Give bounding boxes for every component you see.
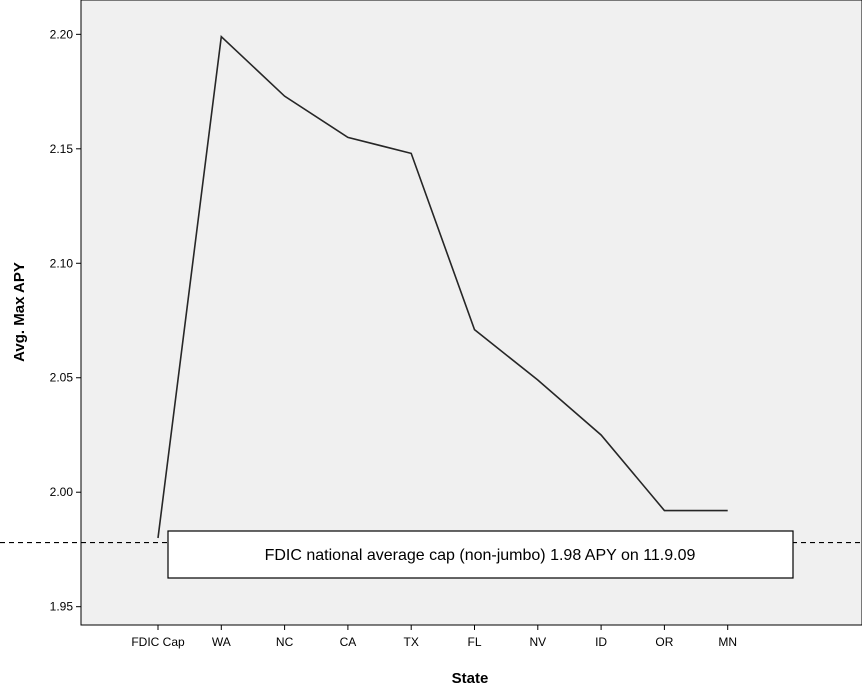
x-axis-ticks: FDIC Cap WA NC CA TX FL NV ID OR MN bbox=[131, 625, 737, 649]
annotation-box bbox=[167, 530, 794, 579]
x-tick-label: WA bbox=[212, 635, 231, 649]
x-tick-label: NC bbox=[276, 635, 294, 649]
y-tick-label: 2.15 bbox=[50, 142, 74, 156]
y-tick-label: 2.00 bbox=[50, 485, 74, 499]
x-tick-label: NV bbox=[529, 635, 546, 649]
y-tick-label: 2.20 bbox=[50, 27, 74, 41]
x-tick-label: CA bbox=[340, 635, 357, 649]
x-tick-label: TX bbox=[404, 635, 419, 649]
y-tick-label: 1.95 bbox=[50, 600, 74, 614]
y-axis-ticks: 1.95 2.00 2.05 2.10 2.15 2.20 bbox=[50, 27, 81, 614]
series-line bbox=[157, 34, 728, 539]
plot-area bbox=[80, 0, 862, 626]
x-axis-title: State bbox=[452, 670, 489, 687]
y-tick-label: 2.10 bbox=[50, 256, 74, 270]
y-axis-title: Avg. Max APY bbox=[11, 262, 28, 362]
x-tick-label: FDIC Cap bbox=[131, 635, 185, 649]
x-tick-label: OR bbox=[655, 635, 673, 649]
x-tick-label: ID bbox=[595, 635, 607, 649]
x-tick-label: MN bbox=[718, 635, 737, 649]
x-tick-label: FL bbox=[467, 635, 481, 649]
annotation-text: FDIC national average cap (non-jumbo) 1.… bbox=[265, 547, 696, 564]
y-tick-label: 2.05 bbox=[50, 371, 74, 385]
